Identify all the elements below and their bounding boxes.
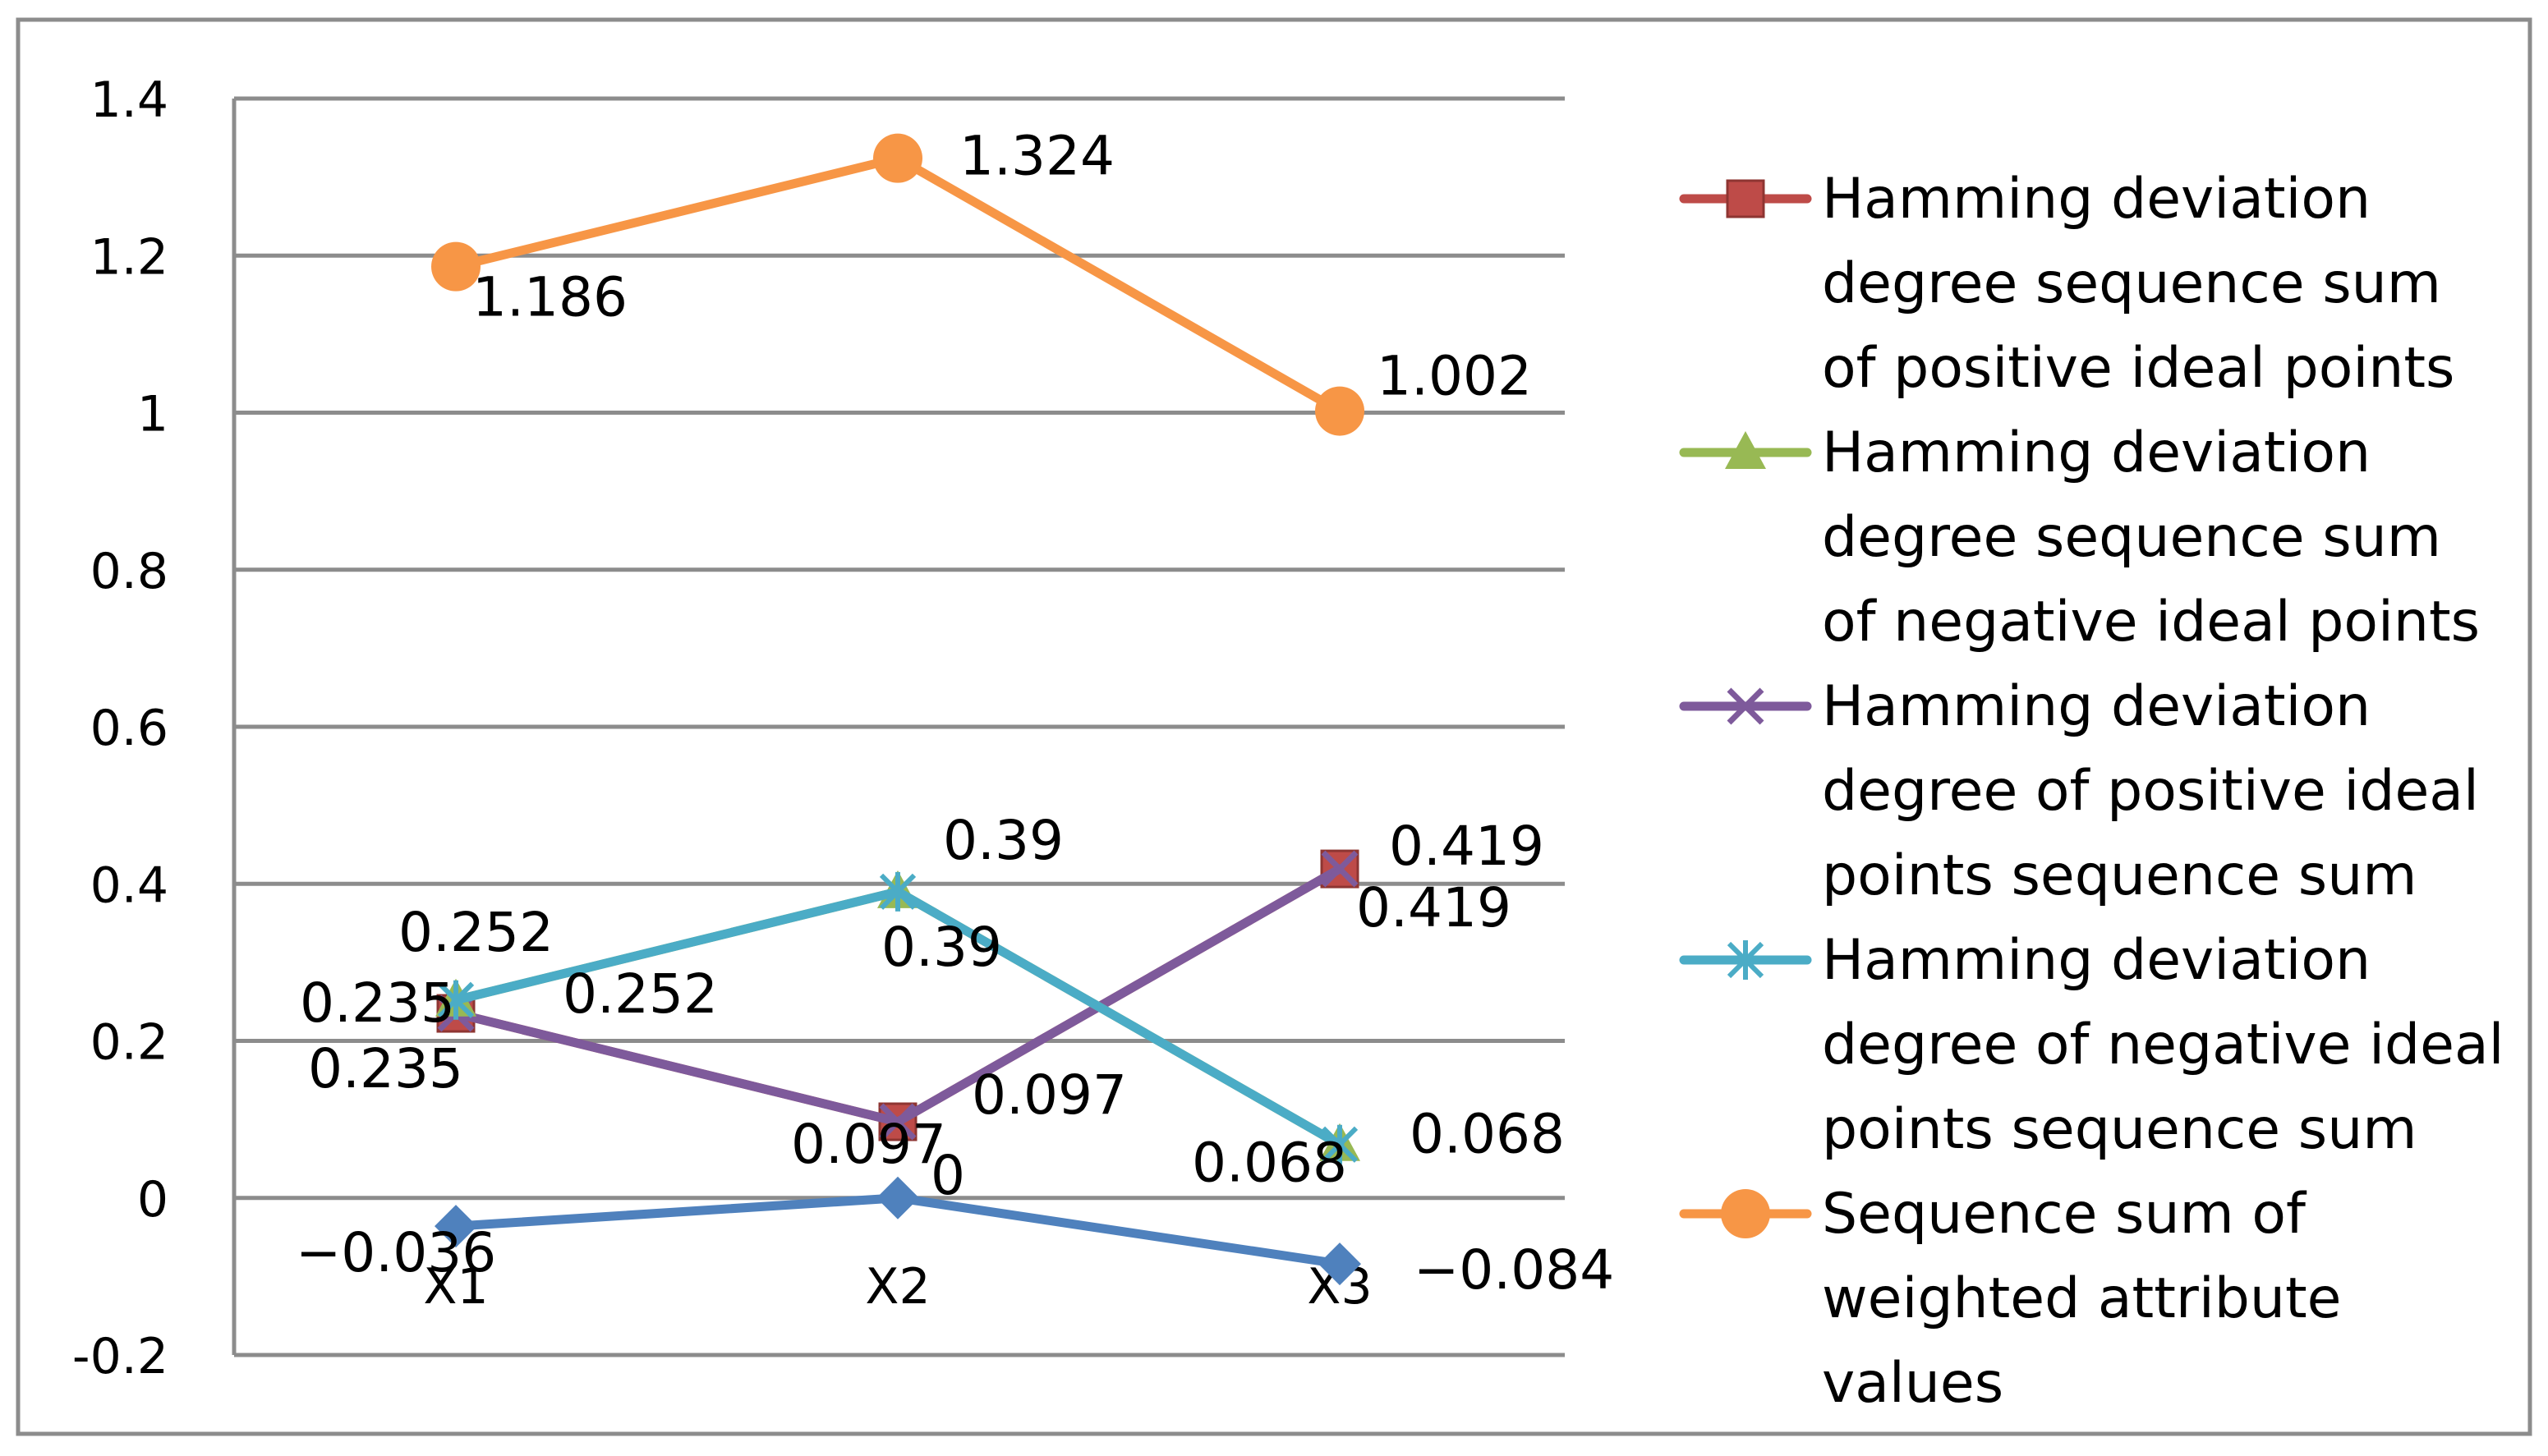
data-label: 1.002 — [1377, 345, 1532, 408]
data-label: 0.097 — [791, 1113, 946, 1176]
axes: -0.200.20.40.60.811.21.4X1 X2 X3 — [72, 71, 1565, 1385]
legend-entry: Hamming deviation degree sequence sum of n… — [1679, 420, 2480, 655]
legend-label: Hamming deviation — [1822, 928, 2371, 993]
legend: Hamming deviation degree sequence sum of p… — [1679, 167, 2504, 1416]
y-tick-label: 0 — [137, 1171, 168, 1229]
legend-label: weighted attribute — [1822, 1266, 2342, 1331]
data-label: 0.068 — [1410, 1103, 1565, 1166]
legend-key-marker — [1725, 431, 1766, 469]
data-label: 0.419 — [1389, 815, 1544, 878]
data-label: 0.252 — [563, 962, 718, 1026]
legend-label: degree of negative ideal — [1822, 1013, 2504, 1077]
y-tick-label: 0.8 — [90, 543, 168, 600]
legend-label: points sequence sum — [1822, 1097, 2417, 1162]
series-layer — [431, 133, 1364, 1286]
data-label: −0.084 — [1414, 1238, 1614, 1302]
legend-key-marker — [1727, 687, 1764, 725]
y-tick-label: 1 — [137, 386, 168, 443]
data-point — [879, 1103, 917, 1141]
x-tick-label: X1 — [423, 1258, 488, 1316]
data-label: 0.097 — [972, 1063, 1127, 1127]
legend-label: degree sequence sum — [1822, 251, 2441, 316]
series-3 — [437, 871, 1359, 1164]
legend-label: Hamming deviation — [1822, 420, 2371, 485]
data-label: 1.186 — [472, 266, 628, 329]
data-label: 0.252 — [398, 901, 554, 964]
legend-label: of positive ideal points — [1822, 336, 2454, 401]
data-label: 0.235 — [300, 971, 455, 1035]
legend-label: points sequence sum — [1822, 843, 2417, 908]
data-label: 0.235 — [308, 1037, 463, 1100]
data-labels: 0.235 0.097 0.419 0.235 0.097 0.419 0.252 0.39 0… — [296, 125, 1614, 1302]
legend-entry: Hamming deviation degree sequence sum of p… — [1679, 167, 2454, 401]
legend-label: degree of positive ideal — [1822, 759, 2479, 824]
legend-key-marker — [1726, 179, 1765, 218]
data-point — [879, 871, 917, 912]
y-tick-label: 0.2 — [90, 1014, 168, 1072]
y-tick-label: 1.2 — [90, 228, 168, 286]
legend-key-marker — [1727, 940, 1764, 980]
marker-stroke — [879, 1103, 917, 1141]
legend-label: degree sequence sum — [1822, 505, 2441, 570]
legend-label: values — [1822, 1351, 2003, 1416]
legend-entry: Hamming deviation degree of negative idea… — [1679, 928, 2504, 1162]
series-5 — [435, 1176, 1361, 1286]
data-point — [435, 1205, 477, 1248]
y-tick-label: 1.4 — [90, 71, 168, 129]
series-4 — [431, 133, 1364, 436]
legend-entry: Hamming deviation degree of positive idea… — [1679, 674, 2479, 908]
x-tick-label: X2 — [865, 1258, 930, 1316]
legend-entry: Sequence sum of weighted attribute values — [1679, 1182, 2342, 1416]
data-label: 0.39 — [943, 809, 1064, 872]
data-label: 0 — [931, 1144, 965, 1207]
data-label: −0.036 — [296, 1221, 496, 1284]
data-point — [1321, 1124, 1359, 1164]
legend-label: Hamming deviation — [1822, 167, 2371, 232]
data-point — [1315, 386, 1364, 436]
marker-stroke — [1727, 687, 1764, 725]
data-label: 0.068 — [1192, 1132, 1347, 1195]
legend-key-marker — [1721, 1189, 1770, 1238]
legend-label: of negative ideal points — [1822, 590, 2480, 655]
data-label: 1.324 — [959, 125, 1115, 188]
legend-label: Sequence sum of — [1822, 1182, 2307, 1247]
data-label: 0.39 — [881, 916, 1002, 979]
y-tick-label: 0.6 — [90, 700, 168, 757]
marker-stroke — [1321, 850, 1359, 888]
data-point — [431, 241, 481, 292]
data-point — [873, 133, 922, 183]
data-point — [876, 1176, 919, 1219]
data-point — [1318, 1242, 1361, 1286]
data-label: 0.419 — [1356, 876, 1511, 939]
y-tick-label: -0.2 — [72, 1328, 168, 1385]
y-tick-label: 0.4 — [90, 857, 168, 914]
data-point — [1321, 850, 1359, 888]
legend-label: Hamming deviation — [1822, 674, 2371, 739]
data-point — [437, 980, 475, 1020]
